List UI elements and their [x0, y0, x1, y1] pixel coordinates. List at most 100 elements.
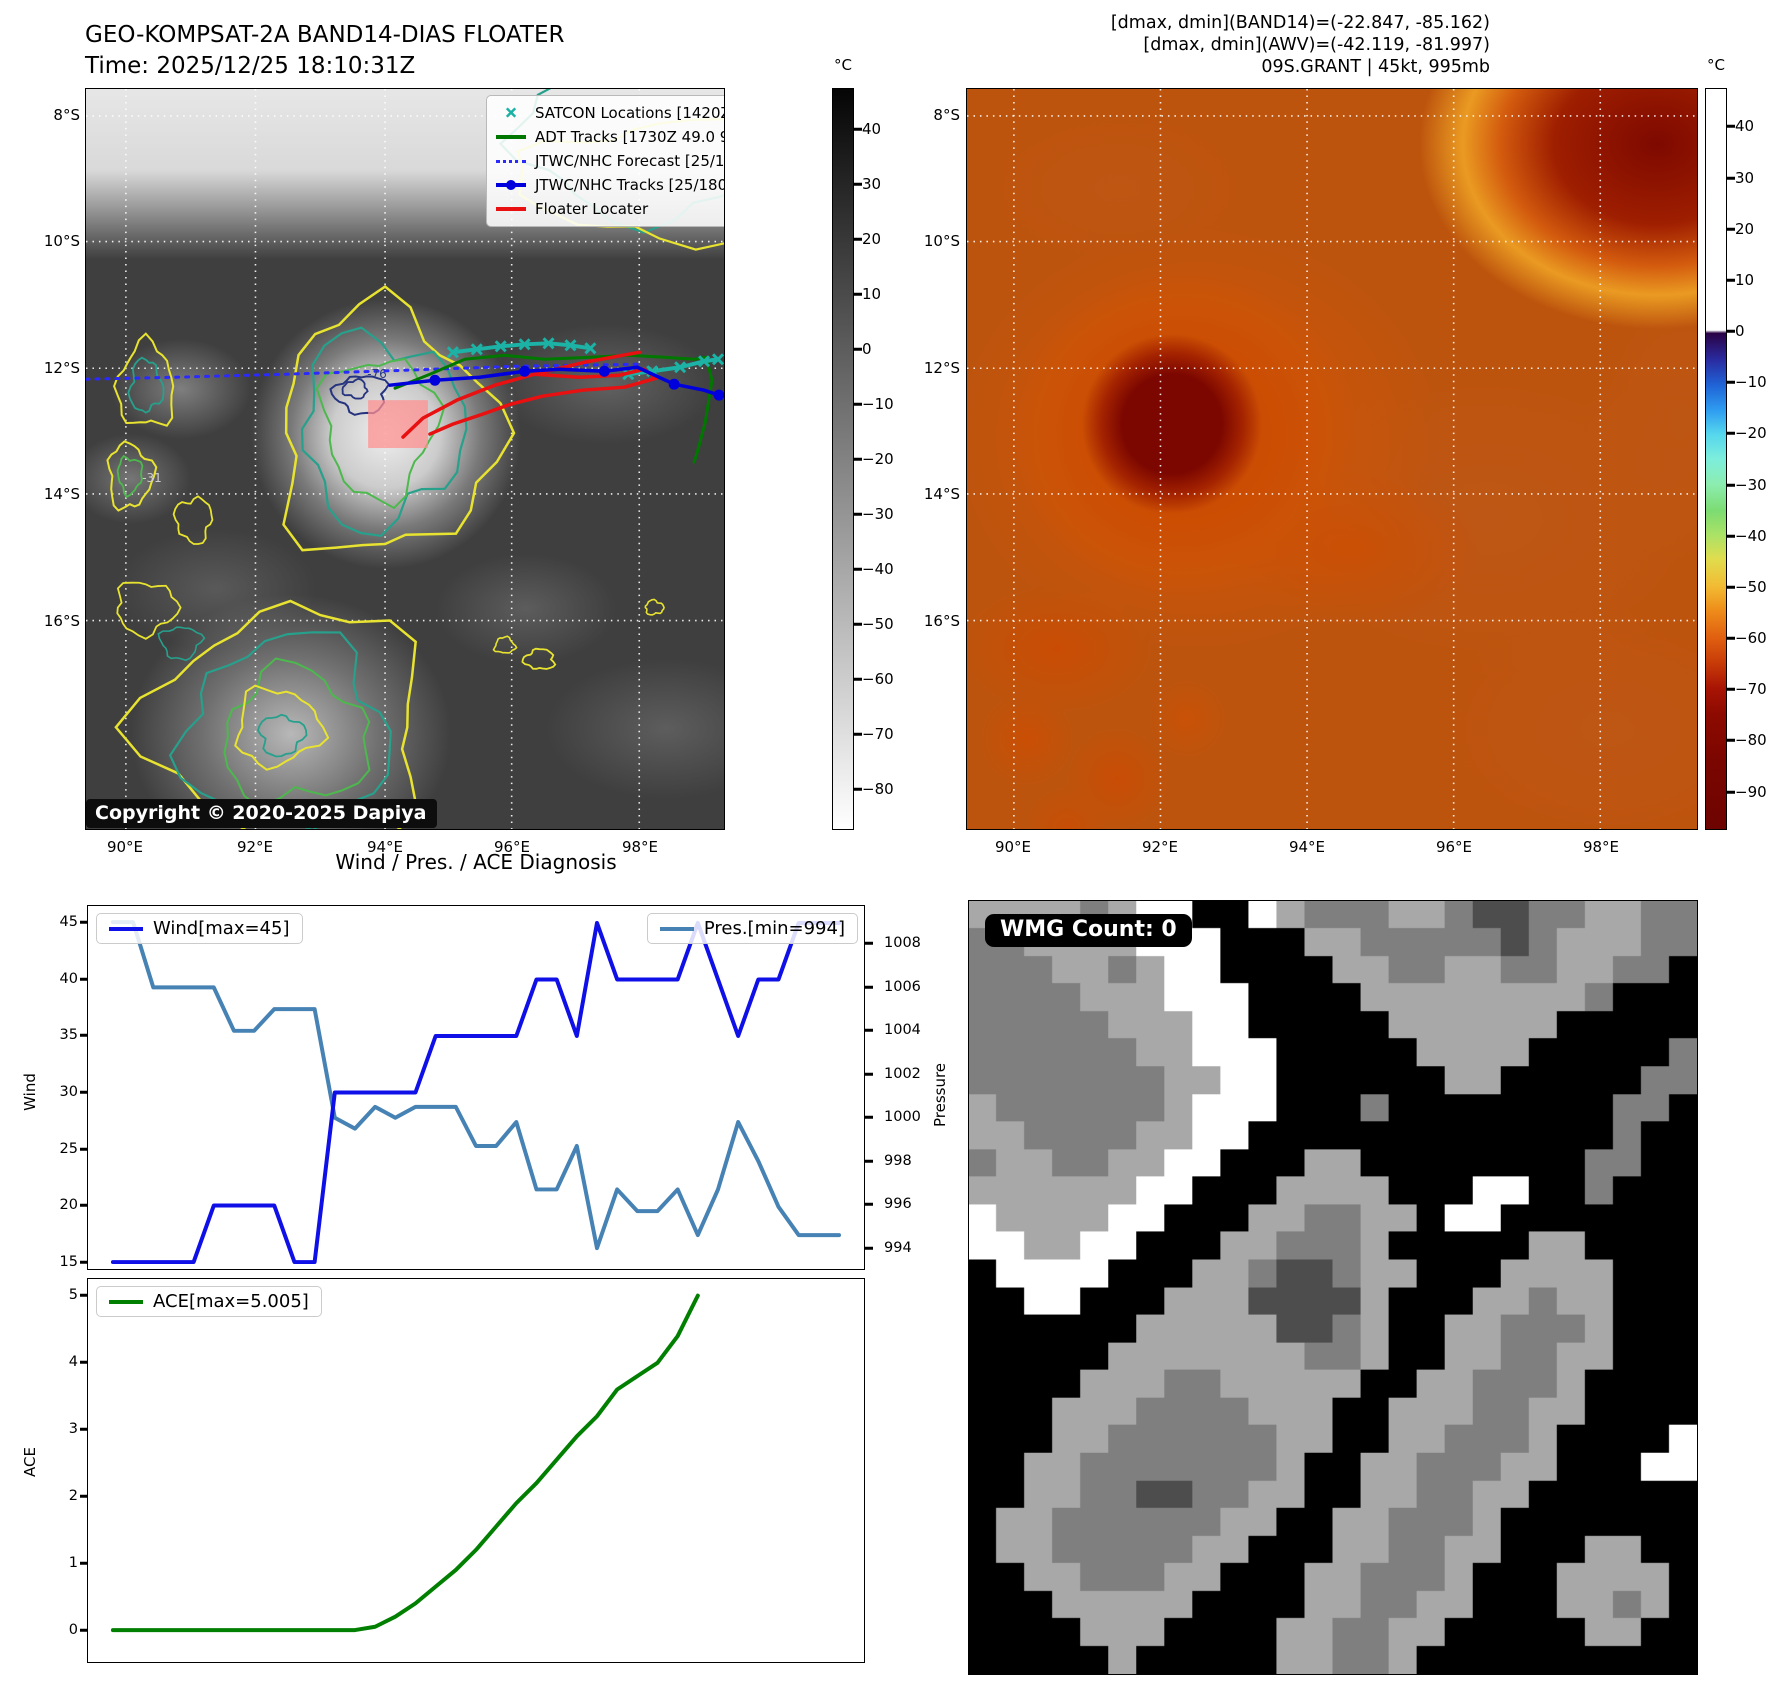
- tick-mark: [1726, 790, 1735, 794]
- pressure-axis-label: Pressure: [931, 1062, 949, 1128]
- legend-line-sample: [109, 1299, 143, 1304]
- tick-mark: [853, 347, 862, 351]
- colorbar-tick-left: −50: [862, 615, 894, 633]
- tick-mark: [864, 1202, 873, 1206]
- pressure-tick: 998: [884, 1153, 912, 1169]
- map-legend-label: JTWC/NHC Forecast [25/1200Z]: [535, 152, 725, 170]
- colorbar-tick-right: −90: [1735, 783, 1767, 801]
- dmax-dmin-band14: [dmax, dmin](BAND14)=(-22.847, -85.162): [1110, 13, 1490, 33]
- lat-tick-left: 12°S: [43, 359, 80, 377]
- tick-mark: [864, 1028, 873, 1032]
- lat-tick-left: 14°S: [43, 485, 80, 503]
- tick-mark: [853, 512, 862, 516]
- tick-mark: [864, 1159, 873, 1163]
- lon-tick-left: 94°E: [366, 838, 404, 856]
- tick-mark: [853, 237, 862, 241]
- colorbar-tick-left: −10: [862, 395, 894, 413]
- tick-mark: [864, 1115, 873, 1119]
- map-legend-item: JTWC/NHC Tracks [25/1800Z]: [496, 175, 724, 195]
- tick-mark: [864, 985, 873, 989]
- wind-tick: 15: [59, 1254, 78, 1270]
- wmg-pixel-image: [969, 901, 1697, 1674]
- tick-mark: [79, 1293, 88, 1297]
- ace-chart: ACE[max=5.005]: [87, 1278, 865, 1663]
- wmg-count-badge: WMG Count: 0: [985, 914, 1192, 947]
- tick-mark: [1726, 380, 1735, 384]
- lat-tick-right: 12°S: [923, 359, 960, 377]
- diagnosis-title: Wind / Pres. / ACE Diagnosis: [335, 850, 617, 874]
- tick-mark: [79, 1033, 88, 1037]
- lat-tick-right: 16°S: [923, 612, 960, 630]
- colorbar-tick-right: 20: [1735, 220, 1755, 238]
- colorbar-tick-right: −10: [1735, 373, 1767, 391]
- colorbar-tick-right: 30: [1735, 169, 1755, 187]
- colorbar-tick-right: 40: [1735, 117, 1755, 135]
- lat-tick-left: 8°S: [53, 106, 80, 124]
- legend-label: Pres.[min=994]: [703, 918, 845, 939]
- tick-mark: [79, 1494, 88, 1498]
- colorbar-tick-right: −60: [1735, 629, 1767, 647]
- tick-mark: [1726, 431, 1735, 435]
- pressure-tick: 1006: [884, 979, 921, 995]
- tick-mark: [1726, 329, 1735, 333]
- copyright-badge: Copyright © 2020-2025 Dapiya: [86, 799, 438, 828]
- colorbar-tick-right: 0: [1735, 322, 1745, 340]
- tick-mark: [79, 1561, 88, 1565]
- map-legend-label: ADT Tracks [1730Z 49.0 996.7]: [535, 128, 724, 146]
- pressure-tick: 996: [884, 1196, 912, 1212]
- tick-mark: [79, 1360, 88, 1364]
- colorbar-tick-left: −20: [862, 450, 894, 468]
- lon-tick-left: 96°E: [493, 838, 531, 856]
- colorbar-tick-right: −20: [1735, 424, 1767, 442]
- tick-mark: [1726, 176, 1735, 180]
- colorbar-tick-left: 40: [862, 120, 882, 138]
- wind-pressure-chart: Wind[max=45] Pres.[min=994]: [87, 905, 865, 1270]
- tick-mark: [853, 622, 862, 626]
- tick-mark: [853, 457, 862, 461]
- tick-mark: [1726, 483, 1735, 487]
- colorbar-unit-left: °C: [834, 56, 852, 74]
- wmg-pixel-panel: WMG Count: 0: [968, 900, 1698, 1675]
- map-legend-item: ✕ SATCON Locations [1420Z 45 995]: [496, 103, 724, 123]
- ace-tick: 0: [68, 1622, 78, 1638]
- enhanced-ir-colorbar: [1705, 88, 1727, 830]
- colorbar-tick-left: 10: [862, 285, 882, 303]
- timestamp: Time: 2025/12/25 18:10:31Z: [85, 53, 416, 79]
- legend-line-sample: [109, 926, 143, 931]
- linedot-legend-marker-icon: [496, 179, 526, 190]
- tick-mark: [1726, 738, 1735, 742]
- map-legend-label: Floater Locater: [535, 200, 649, 218]
- legend-label: Wind[max=45]: [153, 918, 290, 939]
- colorbar-tick-left: −40: [862, 560, 894, 578]
- ace-tick: 5: [68, 1287, 78, 1303]
- pressure-tick: 1000: [884, 1109, 921, 1125]
- map-legend-item: JTWC/NHC Forecast [25/1200Z]: [496, 151, 725, 171]
- tick-mark: [1726, 534, 1735, 538]
- xmark-legend-marker-icon: ✕: [504, 104, 518, 122]
- storm-id-intensity: 09S.GRANT | 45kt, 995mb: [1261, 57, 1490, 77]
- map-annotations-overlay: [86, 89, 724, 829]
- contour-label: -31: [142, 471, 162, 485]
- tick-mark: [1726, 227, 1735, 231]
- tick-mark: [864, 1246, 873, 1250]
- lat-tick-right: 10°S: [923, 232, 960, 250]
- lat-tick-right: 14°S: [923, 485, 960, 503]
- figure-title-block: GEO-KOMPSAT-2A BAND14-DIAS FLOATER Time:…: [85, 20, 565, 82]
- tick-mark: [1726, 687, 1735, 691]
- dots-legend-marker-icon: [496, 159, 526, 163]
- ir-grayscale-map: ✕ SATCON Locations [1420Z 45 995] ADT Trac…: [85, 88, 725, 830]
- wind-tick: 35: [59, 1027, 78, 1043]
- colorbar-tick-left: 20: [862, 230, 882, 248]
- colorbar-tick-right: −70: [1735, 680, 1767, 698]
- lon-tick-right: 96°E: [1435, 838, 1473, 856]
- wind-tick: 25: [59, 1141, 78, 1157]
- colorbar-unit-right: °C: [1707, 56, 1725, 74]
- line-legend-marker-icon: [496, 207, 526, 211]
- tick-mark: [853, 787, 862, 791]
- pressure-legend: Pres.[min=994]: [646, 913, 858, 944]
- pressure-tick: 1004: [884, 1022, 921, 1038]
- colorbar-tick-right: −40: [1735, 527, 1767, 545]
- ace-tick: 2: [68, 1488, 78, 1504]
- map-legend-label: SATCON Locations [1420Z 45 995]: [535, 104, 724, 122]
